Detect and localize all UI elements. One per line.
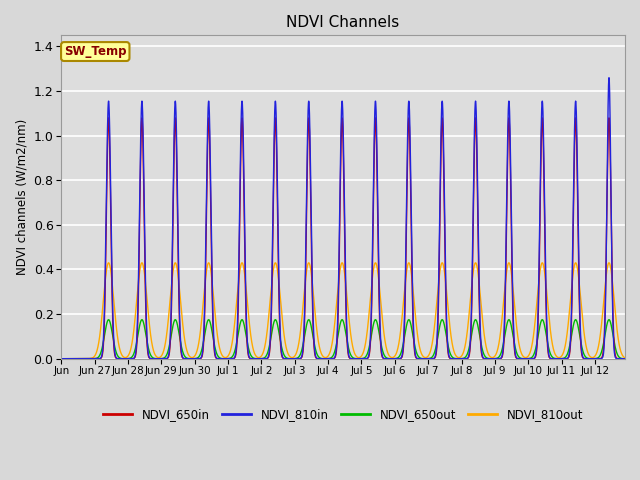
Legend: NDVI_650in, NDVI_810in, NDVI_650out, NDVI_810out: NDVI_650in, NDVI_810in, NDVI_650out, NDV… [99, 403, 588, 426]
Y-axis label: NDVI channels (W/m2/nm): NDVI channels (W/m2/nm) [15, 119, 28, 275]
Title: NDVI Channels: NDVI Channels [287, 15, 400, 30]
Text: SW_Temp: SW_Temp [64, 45, 127, 58]
